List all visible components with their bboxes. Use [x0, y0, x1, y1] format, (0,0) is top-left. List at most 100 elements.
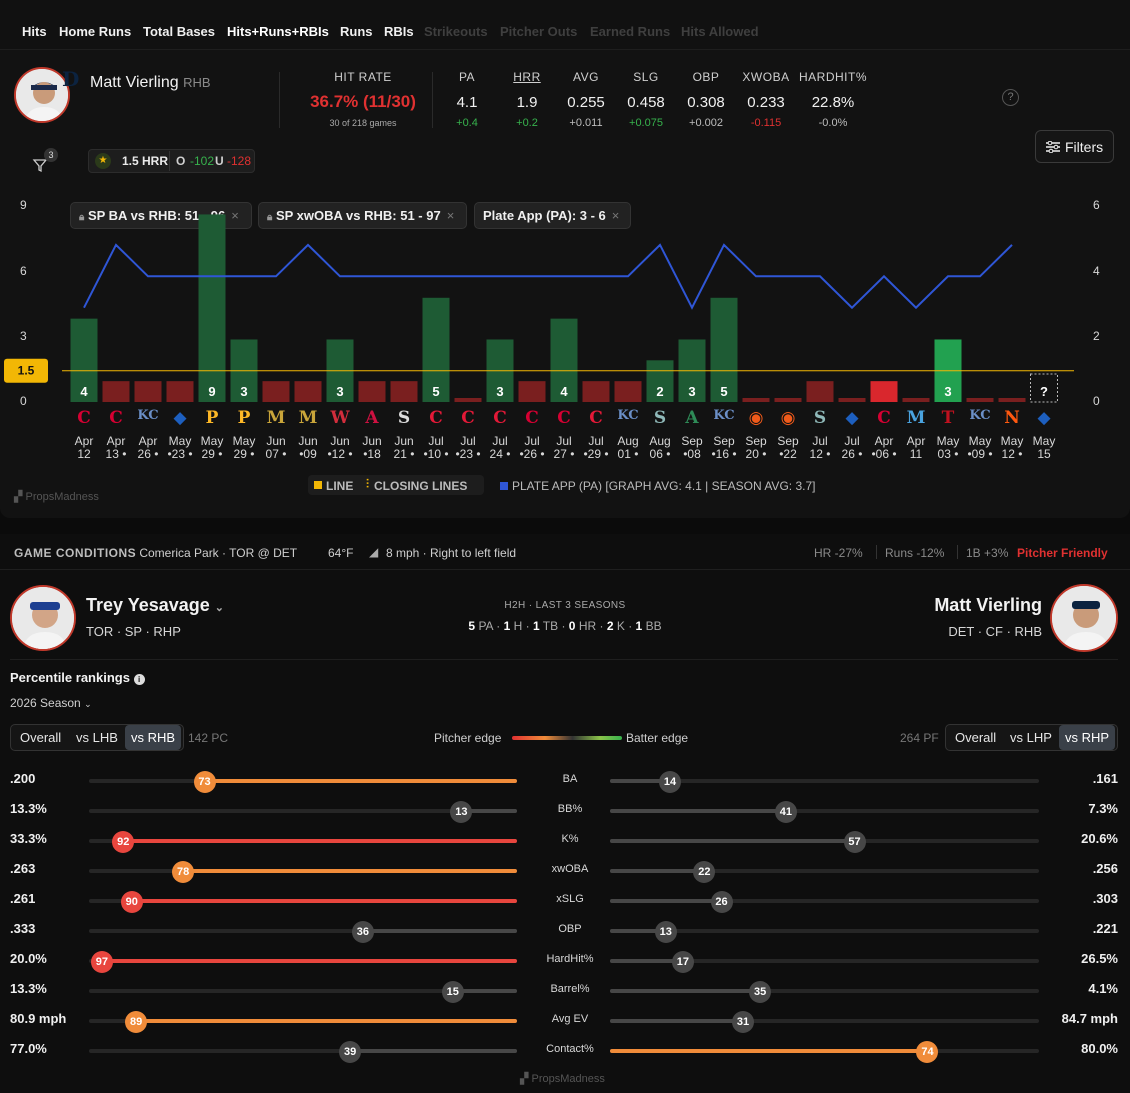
- filter-funnel-icon[interactable]: 3: [32, 148, 58, 174]
- bar-game[interactable]: [422, 297, 450, 402]
- bar-game[interactable]: [646, 360, 674, 402]
- pitcher-percentile-track: 78: [89, 861, 517, 883]
- pitcher-percentile-track: 89: [89, 1011, 517, 1033]
- bar-game[interactable]: [550, 318, 578, 402]
- bar-game[interactable]: [710, 297, 738, 402]
- bar-label: 4: [560, 384, 568, 399]
- team-logo-oak-icon: A: [685, 408, 699, 428]
- bar-game[interactable]: [742, 398, 770, 402]
- bar-game[interactable]: [166, 381, 194, 402]
- x-tick-day: 27 •: [553, 447, 575, 461]
- legend-closing-lines[interactable]: CLOSING LINES: [374, 479, 468, 493]
- tab-hits-runs-rbis[interactable]: Hits+Runs+RBIs: [227, 24, 329, 55]
- bar-game[interactable]: [774, 398, 802, 402]
- split-overall[interactable]: Overall: [20, 730, 62, 745]
- stat-avg: AVG 0.255 +0.011: [552, 70, 620, 129]
- x-tick-month: Aug: [649, 434, 671, 448]
- bar-game[interactable]: [390, 381, 418, 402]
- chip-close-icon[interactable]: ×: [446, 208, 455, 223]
- bar-game[interactable]: [614, 381, 642, 402]
- bar-game[interactable]: [966, 398, 994, 402]
- legend-plate-app[interactable]: PLATE APP (PA) [GRAPH AVG: 4.1 | SEASON …: [500, 479, 815, 493]
- bar-game[interactable]: [262, 381, 290, 402]
- bar-game[interactable]: [134, 381, 162, 402]
- batter-percentile-track: 74: [610, 1041, 1039, 1063]
- tab-pitcher-outs[interactable]: Pitcher Outs: [500, 24, 578, 39]
- pitcher-percentile-fill: [362, 929, 517, 933]
- batter-percentile-fill: [610, 1019, 743, 1023]
- tab-hits[interactable]: Hits: [22, 24, 47, 39]
- x-tick-day: 12 •: [809, 447, 831, 461]
- bar-upcoming[interactable]: [1030, 373, 1058, 403]
- pitcher-percentile-knob: 36: [351, 921, 374, 943]
- split-vs-rhb[interactable]: vs RHB: [125, 725, 182, 750]
- percentile-row-barrel: 13.3% 15 Barrel% 35 4.1%: [0, 975, 1130, 1005]
- split-vs-lhp[interactable]: vs LHP: [1010, 730, 1052, 745]
- pitcher-stat-value: 33.3%: [10, 831, 47, 846]
- x-tick-month: May: [1000, 434, 1024, 448]
- bar-game[interactable]: [838, 398, 866, 402]
- bar-game[interactable]: [998, 398, 1026, 402]
- lock-icon: 🔒︎: [267, 212, 273, 223]
- over-odds[interactable]: -102: [190, 154, 215, 168]
- x-tick-day: •18: [363, 447, 381, 461]
- tab-home-runs[interactable]: Home Runs: [59, 24, 132, 39]
- pitcher-percentile-track: 15: [89, 981, 517, 1003]
- bar-game[interactable]: [358, 381, 386, 402]
- chip-close-icon[interactable]: ×: [231, 208, 239, 223]
- pitcher-percentile-knob: 97: [90, 951, 113, 973]
- x-tick-month: Sep: [745, 434, 767, 448]
- tab-strikeouts[interactable]: Strikeouts: [424, 24, 488, 39]
- x-tick-month: Jul: [556, 434, 572, 448]
- bar-game[interactable]: [518, 381, 546, 402]
- info-icon[interactable]: i: [133, 674, 145, 685]
- batter-stat-value: .256: [1092, 861, 1118, 876]
- bar-game[interactable]: [198, 214, 226, 402]
- line-swatch: [314, 481, 322, 489]
- x-tick-month: May: [168, 434, 192, 448]
- batter-stat-value: 7.3%: [1088, 801, 1118, 816]
- pitcher-name[interactable]: Trey Yesavage ⌄: [86, 595, 224, 616]
- percentile-row-k: 33.3% 92 K% 57 20.6%: [0, 825, 1130, 855]
- filter-chip-plate-app[interactable]: Plate App (PA): 3 - 6 ×: [474, 202, 631, 229]
- under-odds[interactable]: -128: [227, 154, 252, 168]
- help-icon[interactable]: ?: [1002, 89, 1019, 106]
- legend-line[interactable]: LINE: [326, 479, 354, 493]
- bar-game[interactable]: [806, 381, 834, 402]
- x-tick-day: 11: [909, 447, 923, 461]
- x-tick-month: Apr: [874, 434, 894, 448]
- pitcher-percentile-track: 92: [89, 831, 517, 853]
- stat-value: 0.308: [687, 94, 725, 111]
- chip-label: Plate App (PA): 3 - 6: [483, 208, 606, 223]
- chip-close-icon[interactable]: ×: [611, 208, 620, 223]
- split-vs-rhp[interactable]: vs RHP: [1059, 725, 1116, 750]
- bar-game[interactable]: [582, 381, 610, 402]
- x-tick-month: Apr: [74, 434, 94, 448]
- batter-percentile-fill: [610, 869, 705, 873]
- bar-game[interactable]: [902, 398, 930, 402]
- pitcher-stat-value: .200: [10, 771, 36, 786]
- bar-game[interactable]: [102, 381, 130, 402]
- stat-header: HARDHIT%: [798, 70, 867, 84]
- bar-game[interactable]: [294, 381, 322, 402]
- filters-button[interactable]: Filters: [1035, 130, 1114, 163]
- split-overall[interactable]: Overall: [955, 730, 997, 745]
- bar-game[interactable]: [454, 398, 482, 402]
- tab-hits-allowed[interactable]: Hits Allowed: [681, 24, 759, 39]
- filter-chip-sp-xwoba[interactable]: 🔒︎ SP xwOBA vs RHB: 51 - 97 ×: [258, 202, 467, 229]
- metric-label: BB%: [557, 803, 583, 815]
- bar-game[interactable]: [70, 318, 98, 402]
- pitcher-meta: TOR · SP · RHP: [86, 624, 181, 639]
- team-logo-mia-icon: M: [906, 408, 926, 428]
- tab-runs[interactable]: Runs: [340, 24, 373, 39]
- split-vs-lhb[interactable]: vs LHB: [76, 730, 118, 745]
- pitcher-stat-value: 80.9 mph: [10, 1011, 67, 1026]
- x-tick-day: •29 •: [583, 447, 609, 461]
- tab-rbis[interactable]: RBIs: [384, 24, 414, 39]
- y2-tick: 4: [1093, 264, 1100, 278]
- pitcher-avatar: [10, 585, 76, 651]
- bar-game[interactable]: [870, 381, 898, 402]
- season-select[interactable]: 2026 Season ⌄: [10, 696, 92, 710]
- tab-earned-runs[interactable]: Earned Runs: [590, 24, 671, 39]
- tab-total-bases[interactable]: Total Bases: [143, 24, 216, 39]
